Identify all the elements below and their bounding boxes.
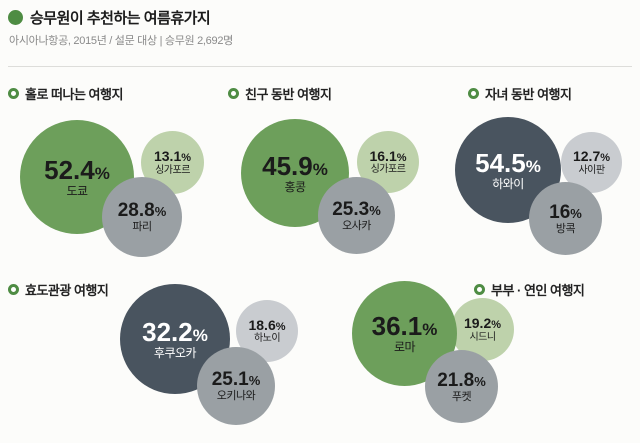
city-label: 방콕 bbox=[555, 222, 576, 235]
bubble-paris: 28.8% 파리 bbox=[102, 177, 182, 257]
city-label: 오키나와 bbox=[216, 390, 256, 403]
section-header-children: 자녀 동반 여행지 bbox=[468, 84, 572, 103]
page-title: 승무원이 추천하는 여름휴가지 bbox=[30, 10, 211, 27]
section-header-couples: 부부 · 연인 여행지 bbox=[474, 280, 585, 299]
city-label: 하노이 bbox=[253, 333, 281, 345]
source-note: 아시아나항공, 2015년 / 설문 대상 | 승무원 2,692명 bbox=[9, 35, 233, 47]
city-label: 시드니 bbox=[469, 331, 496, 343]
city-label: 파리 bbox=[132, 221, 152, 234]
city-label: 하와이 bbox=[492, 176, 524, 191]
ring-icon bbox=[468, 88, 479, 99]
city-label: 후쿠오카 bbox=[153, 345, 197, 360]
section-label: 친구 동반 여행지 bbox=[245, 87, 332, 102]
bubble-phuket: 21.8% 푸켓 bbox=[425, 350, 498, 423]
header: 승무원이 추천하는 여름휴가지 bbox=[8, 7, 211, 28]
ring-icon bbox=[474, 284, 485, 295]
ring-icon bbox=[8, 88, 19, 99]
ring-icon bbox=[228, 88, 239, 99]
bubble-tokyo: 52.4% 도쿄 bbox=[20, 120, 134, 234]
title-bullet-icon bbox=[8, 10, 23, 25]
bubble-okinawa: 25.1% 오키나와 bbox=[197, 347, 275, 425]
section-label: 자녀 동반 여행지 bbox=[485, 87, 572, 102]
city-label: 도쿄 bbox=[66, 183, 88, 198]
bubble-bangkok: 16% 방콕 bbox=[529, 182, 602, 255]
section-header-parents: 효도관광 여행지 bbox=[8, 280, 109, 299]
section-header-friends: 친구 동반 여행지 bbox=[228, 84, 332, 103]
section-label: 부부 · 연인 여행지 bbox=[491, 283, 585, 298]
city-label: 오사카 bbox=[342, 219, 371, 232]
ring-icon bbox=[8, 284, 19, 295]
city-label: 싱가포르 bbox=[370, 164, 406, 176]
city-label: 푸켓 bbox=[451, 390, 472, 403]
divider bbox=[8, 66, 632, 67]
city-label: 싱가포르 bbox=[155, 164, 190, 176]
city-label: 로마 bbox=[393, 340, 416, 355]
section-header-solo: 홀로 떠나는 여행지 bbox=[8, 84, 123, 103]
city-label: 사이판 bbox=[578, 164, 605, 176]
city-label: 홍콩 bbox=[284, 179, 306, 194]
bubble-osaka: 25.3% 오사카 bbox=[318, 177, 395, 254]
section-label: 효도관광 여행지 bbox=[25, 283, 109, 298]
section-label: 홀로 떠나는 여행지 bbox=[25, 87, 123, 102]
